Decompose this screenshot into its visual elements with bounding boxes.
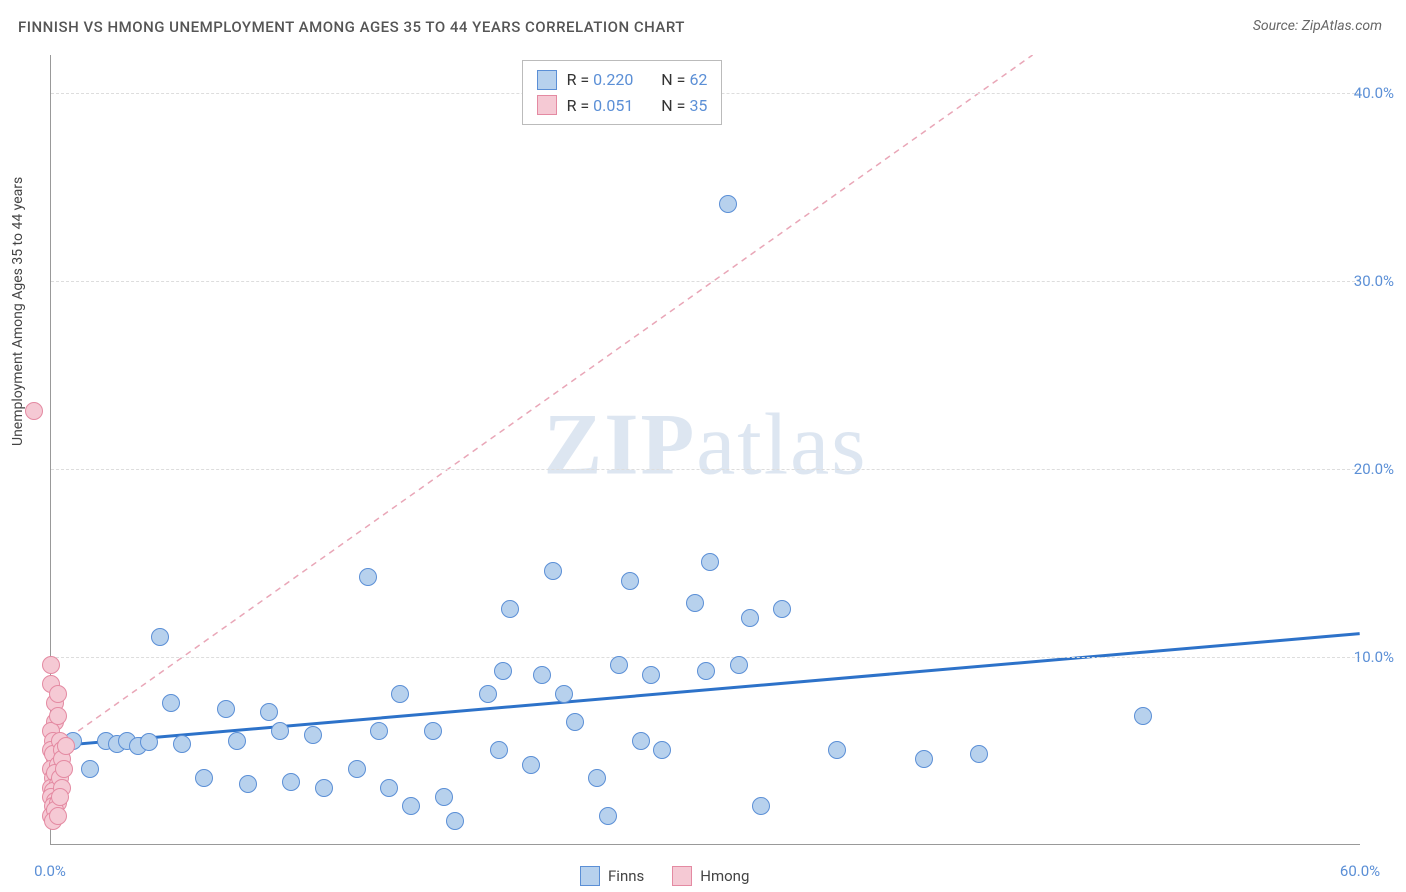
data-point bbox=[446, 812, 464, 830]
data-point bbox=[359, 568, 377, 586]
data-point bbox=[435, 788, 453, 806]
data-point bbox=[915, 750, 933, 768]
data-point bbox=[391, 685, 409, 703]
y-tick-label: 30.0% bbox=[1354, 272, 1394, 290]
data-point bbox=[380, 779, 398, 797]
legend-n-label: N = 35 bbox=[661, 93, 707, 119]
data-point bbox=[55, 760, 73, 778]
data-point bbox=[239, 775, 257, 793]
y-tick-label: 20.0% bbox=[1354, 460, 1394, 478]
legend-r-label: R = 0.051 bbox=[567, 93, 634, 119]
data-point bbox=[260, 703, 278, 721]
legend-series-name: Finns bbox=[608, 867, 644, 885]
data-point bbox=[51, 788, 69, 806]
grid-line bbox=[51, 657, 1360, 658]
data-point bbox=[642, 666, 660, 684]
data-point bbox=[57, 737, 75, 755]
x-tick-label: 60.0% bbox=[1340, 862, 1380, 880]
data-point bbox=[970, 745, 988, 763]
legend-series-name: Hmong bbox=[700, 867, 749, 885]
data-point bbox=[424, 722, 442, 740]
data-point bbox=[533, 666, 551, 684]
data-point bbox=[599, 807, 617, 825]
data-point bbox=[686, 594, 704, 612]
legend-row: R = 0.220 N = 62 bbox=[537, 67, 708, 93]
legend-row: R = 0.051 N = 35 bbox=[537, 93, 708, 119]
data-point bbox=[653, 741, 671, 759]
data-point bbox=[632, 732, 650, 750]
legend-swatch bbox=[537, 70, 557, 90]
data-point bbox=[697, 662, 715, 680]
data-point bbox=[195, 769, 213, 787]
source-label: Source: ZipAtlas.com bbox=[1253, 18, 1382, 34]
y-axis-label: Unemployment Among Ages 35 to 44 years bbox=[10, 177, 26, 446]
data-point bbox=[173, 735, 191, 753]
data-point bbox=[588, 769, 606, 787]
data-point bbox=[501, 600, 519, 618]
data-point bbox=[621, 572, 639, 590]
watermark: ZIPatlas bbox=[544, 394, 868, 495]
data-point bbox=[1134, 707, 1152, 725]
data-point bbox=[348, 760, 366, 778]
data-point bbox=[752, 797, 770, 815]
data-point bbox=[490, 741, 508, 759]
grid-line bbox=[51, 281, 1360, 282]
grid-line bbox=[51, 469, 1360, 470]
data-point bbox=[151, 628, 169, 646]
data-point bbox=[49, 807, 67, 825]
data-point bbox=[228, 732, 246, 750]
legend-swatch bbox=[537, 95, 557, 115]
data-point bbox=[402, 797, 420, 815]
data-point bbox=[25, 402, 43, 420]
correlation-legend: R = 0.220 N = 62R = 0.051 N = 35 bbox=[522, 60, 723, 125]
legend-swatch bbox=[672, 866, 692, 886]
data-point bbox=[304, 726, 322, 744]
plot-area: ZIPatlas bbox=[50, 55, 1360, 845]
data-point bbox=[162, 694, 180, 712]
data-point bbox=[49, 685, 67, 703]
data-point bbox=[479, 685, 497, 703]
data-point bbox=[271, 722, 289, 740]
data-point bbox=[730, 656, 748, 674]
data-point bbox=[370, 722, 388, 740]
legend-n-label: N = 62 bbox=[661, 67, 707, 93]
legend-item: Finns bbox=[580, 866, 644, 886]
data-point bbox=[544, 562, 562, 580]
data-point bbox=[566, 713, 584, 731]
legend-item: Hmong bbox=[672, 866, 749, 886]
data-point bbox=[522, 756, 540, 774]
data-point bbox=[81, 760, 99, 778]
data-point bbox=[49, 707, 67, 725]
legend-r-label: R = 0.220 bbox=[567, 67, 634, 93]
data-point bbox=[217, 700, 235, 718]
data-point bbox=[282, 773, 300, 791]
y-tick-label: 10.0% bbox=[1354, 648, 1394, 666]
data-point bbox=[140, 733, 158, 751]
series-legend: Finns Hmong bbox=[580, 866, 749, 886]
x-tick-label: 0.0% bbox=[34, 862, 66, 880]
y-tick-label: 40.0% bbox=[1354, 84, 1394, 102]
data-point bbox=[610, 656, 628, 674]
chart-title: FINNISH VS HMONG UNEMPLOYMENT AMONG AGES… bbox=[18, 18, 685, 36]
trend-lines bbox=[51, 55, 1360, 844]
data-point bbox=[315, 779, 333, 797]
data-point bbox=[494, 662, 512, 680]
data-point bbox=[555, 685, 573, 703]
data-point bbox=[828, 741, 846, 759]
data-point bbox=[773, 600, 791, 618]
data-point bbox=[701, 553, 719, 571]
data-point bbox=[741, 609, 759, 627]
data-point bbox=[719, 195, 737, 213]
legend-swatch bbox=[580, 866, 600, 886]
data-point bbox=[42, 656, 60, 674]
